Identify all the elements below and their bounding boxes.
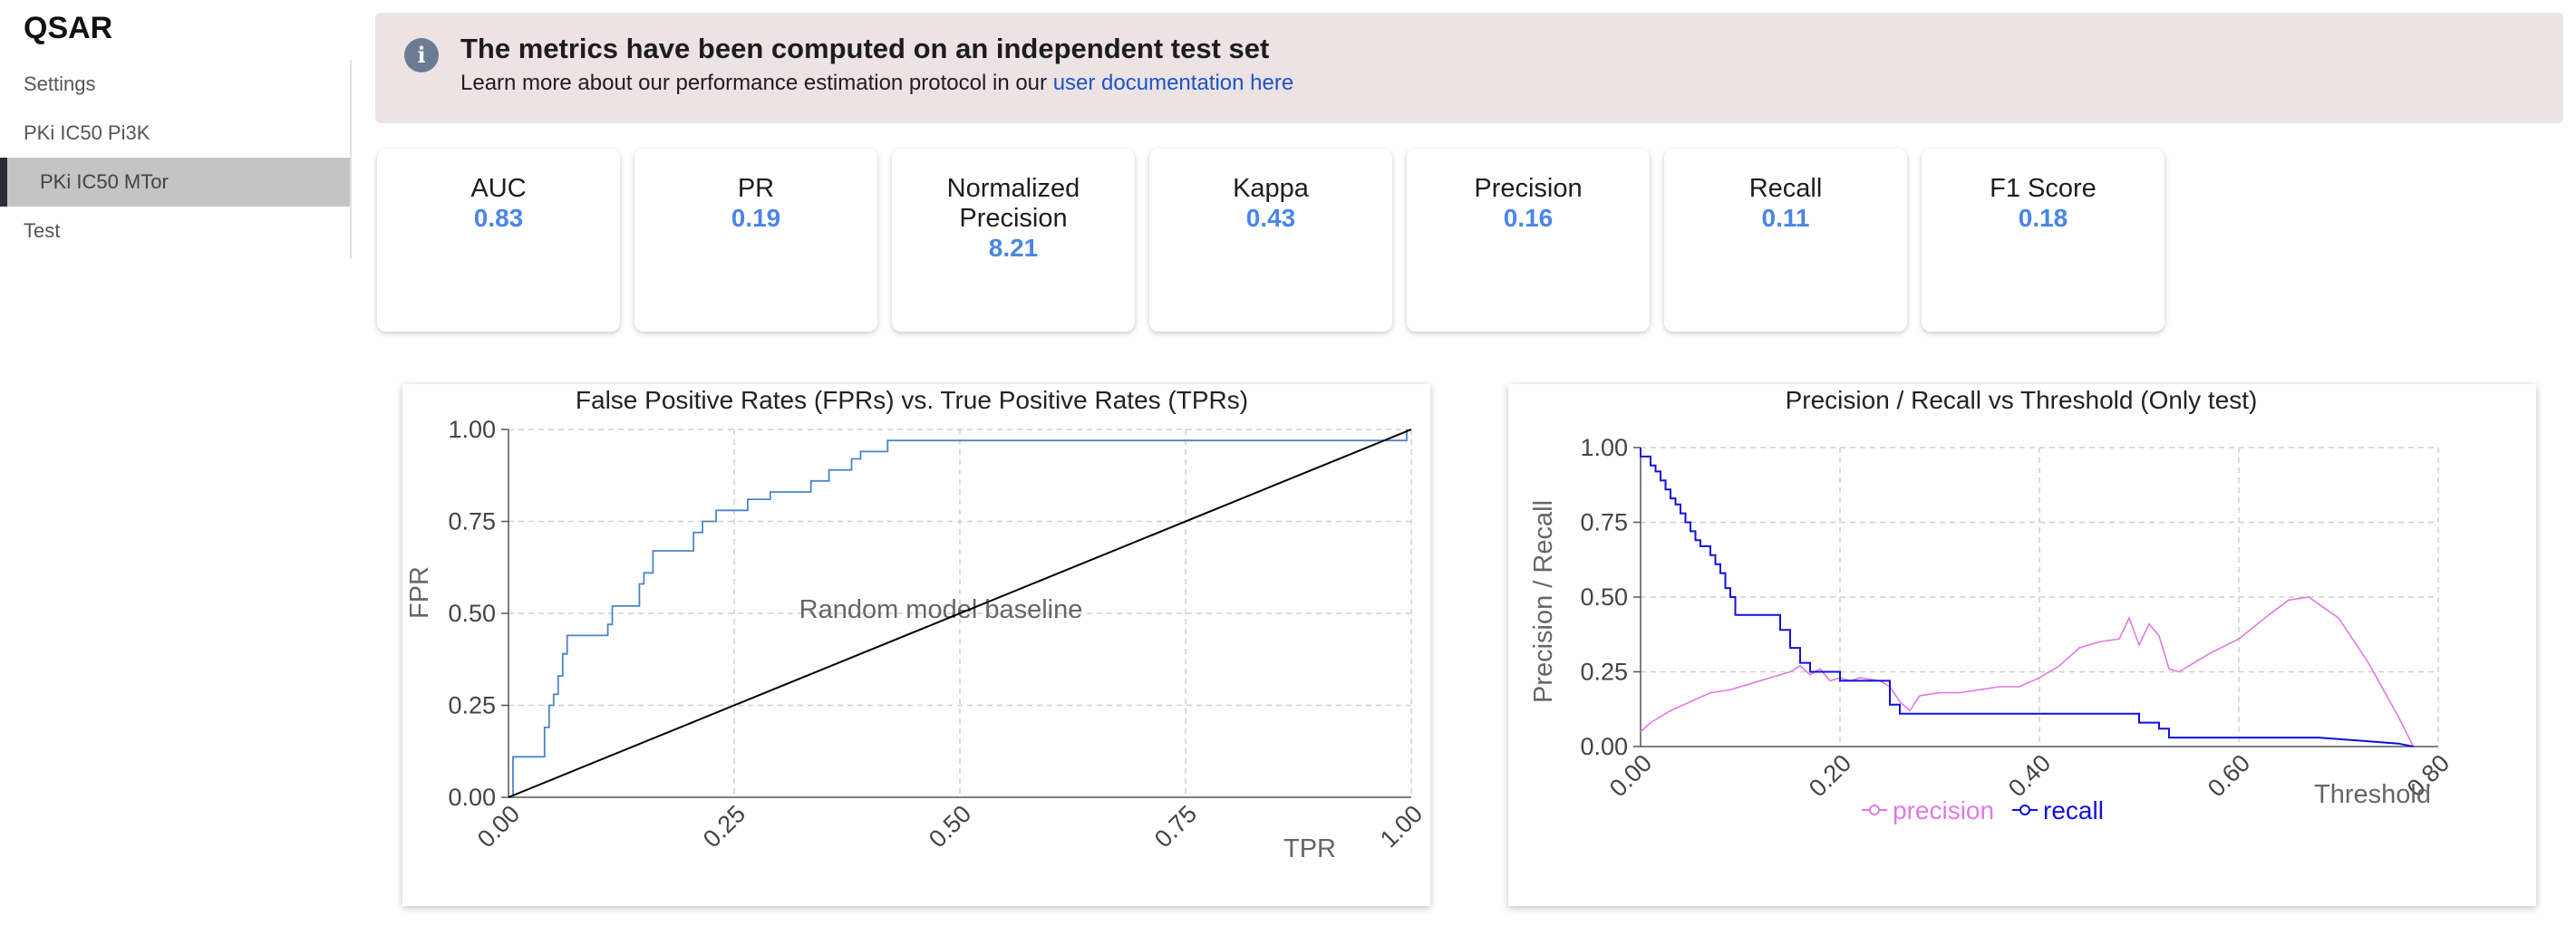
banner-text: Learn more about our performance estimat…	[460, 71, 1293, 96]
metric-label: Normalized Precision	[946, 174, 1080, 233]
legend-label[interactable]: recall	[2043, 796, 2104, 824]
sidebar-nav: Settings PKi IC50 Pi3K PKi IC50 MTor Tes…	[0, 60, 352, 259]
x-tick-label: 0.40	[2003, 749, 2056, 802]
metric-label: Precision	[1474, 174, 1583, 203]
x-tick-label: 0.60	[2203, 749, 2255, 802]
y-tick-label: 0.50	[1580, 583, 1628, 611]
metric-card-normalized-precision: Normalized Precision 8.21	[892, 149, 1135, 332]
banner-title: The metrics have been computed on an ind…	[460, 33, 1270, 64]
metric-value: 0.43	[1245, 204, 1296, 232]
y-tick-label: 0.50	[448, 600, 496, 627]
metric-card-precision: Precision 0.16	[1407, 149, 1650, 332]
pr-threshold-chart-panel: Precision / Recall vs Threshold (Only te…	[1508, 384, 2536, 906]
sidebar-item-pki-ic50-pi3k[interactable]: PKi IC50 Pi3K	[24, 121, 150, 144]
pr-x-axis-title: Threshold	[2314, 780, 2431, 809]
app-title: QSAR	[24, 11, 113, 45]
documentation-link[interactable]: user documentation here	[1052, 71, 1294, 95]
sidebar-item-test[interactable]: Test	[24, 219, 61, 242]
metric-card-kappa: Kappa 0.43	[1149, 149, 1392, 332]
sidebar-item-pki-ic50-mtor[interactable]: PKi IC50 MTor	[0, 158, 350, 207]
legend-swatch-marker	[1869, 805, 1880, 815]
roc-x-axis-title: TPR	[1283, 834, 1336, 863]
metric-value: 0.83	[473, 204, 524, 232]
y-tick-label: 0.75	[448, 508, 496, 535]
metric-label: Kappa	[1233, 174, 1309, 203]
y-tick-label: 1.00	[448, 416, 496, 443]
y-tick-label: 0.00	[448, 784, 496, 811]
x-tick-label: 1.00	[1375, 800, 1428, 853]
roc-chart-panel: False Positive Rates (FPRs) vs. True Pos…	[402, 384, 1430, 906]
metric-value: 0.16	[1503, 204, 1554, 232]
y-tick-label: 0.25	[1580, 659, 1628, 686]
metric-card-auc: AUC 0.83	[377, 149, 620, 332]
pr-threshold-chart: Precision / Recall vs Threshold (Only te…	[1529, 386, 2455, 824]
metric-card-f1-score: F1 Score 0.18	[1922, 149, 2164, 332]
metric-card-pr: PR 0.19	[634, 149, 877, 332]
x-tick-label: 0.50	[924, 800, 976, 853]
recall-line	[1640, 448, 2414, 747]
metric-label: PR	[737, 174, 775, 203]
y-tick-label: 0.25	[448, 692, 496, 719]
baseline-line	[508, 429, 1412, 798]
info-icon: i	[404, 38, 439, 72]
y-tick-label: 0.75	[1580, 509, 1628, 536]
y-tick-label: 0.00	[1580, 733, 1628, 760]
metric-value: 0.18	[2018, 204, 2068, 232]
metric-label: Recall	[1748, 174, 1823, 203]
metric-label: F1 Score	[1990, 174, 2097, 203]
y-tick-label: 1.00	[1580, 434, 1628, 461]
sidebar: QSAR Settings PKi IC50 Pi3K PKi IC50 MTo…	[0, 0, 352, 935]
roc-chart: False Positive Rates (FPRs) vs. True Pos…	[405, 386, 1428, 863]
metric-value: 8.21	[988, 234, 1039, 262]
metric-value: 0.19	[731, 204, 781, 232]
precision-line	[1640, 596, 2415, 747]
banner-text-prefix: Learn more about our performance estimat…	[460, 71, 1048, 95]
metric-card-recall: Recall 0.11	[1664, 149, 1907, 332]
roc-baseline-annotation: Random model baseline	[799, 595, 1083, 624]
roc-y-axis-title: FPR	[405, 566, 434, 619]
info-banner: i The metrics have been computed on an i…	[375, 13, 2563, 123]
metric-value: 0.11	[1761, 204, 1810, 232]
x-tick-label: 0.20	[1804, 749, 1856, 802]
legend-label[interactable]: precision	[1893, 796, 1994, 824]
roc-curve-line	[508, 429, 1408, 798]
pr-legend: precision recall	[1862, 796, 2104, 824]
sidebar-item-settings[interactable]: Settings	[24, 72, 96, 95]
x-tick-label: 0.25	[698, 800, 751, 853]
pr-chart-title: Precision / Recall vs Threshold (Only te…	[1786, 386, 2258, 414]
roc-chart-title: False Positive Rates (FPRs) vs. True Pos…	[576, 386, 1248, 414]
x-tick-label: 0.75	[1149, 800, 1202, 853]
metric-label: AUC	[470, 174, 527, 203]
pr-y-axis-title: Precision / Recall	[1529, 500, 1558, 703]
legend-swatch-marker	[2019, 805, 2030, 815]
